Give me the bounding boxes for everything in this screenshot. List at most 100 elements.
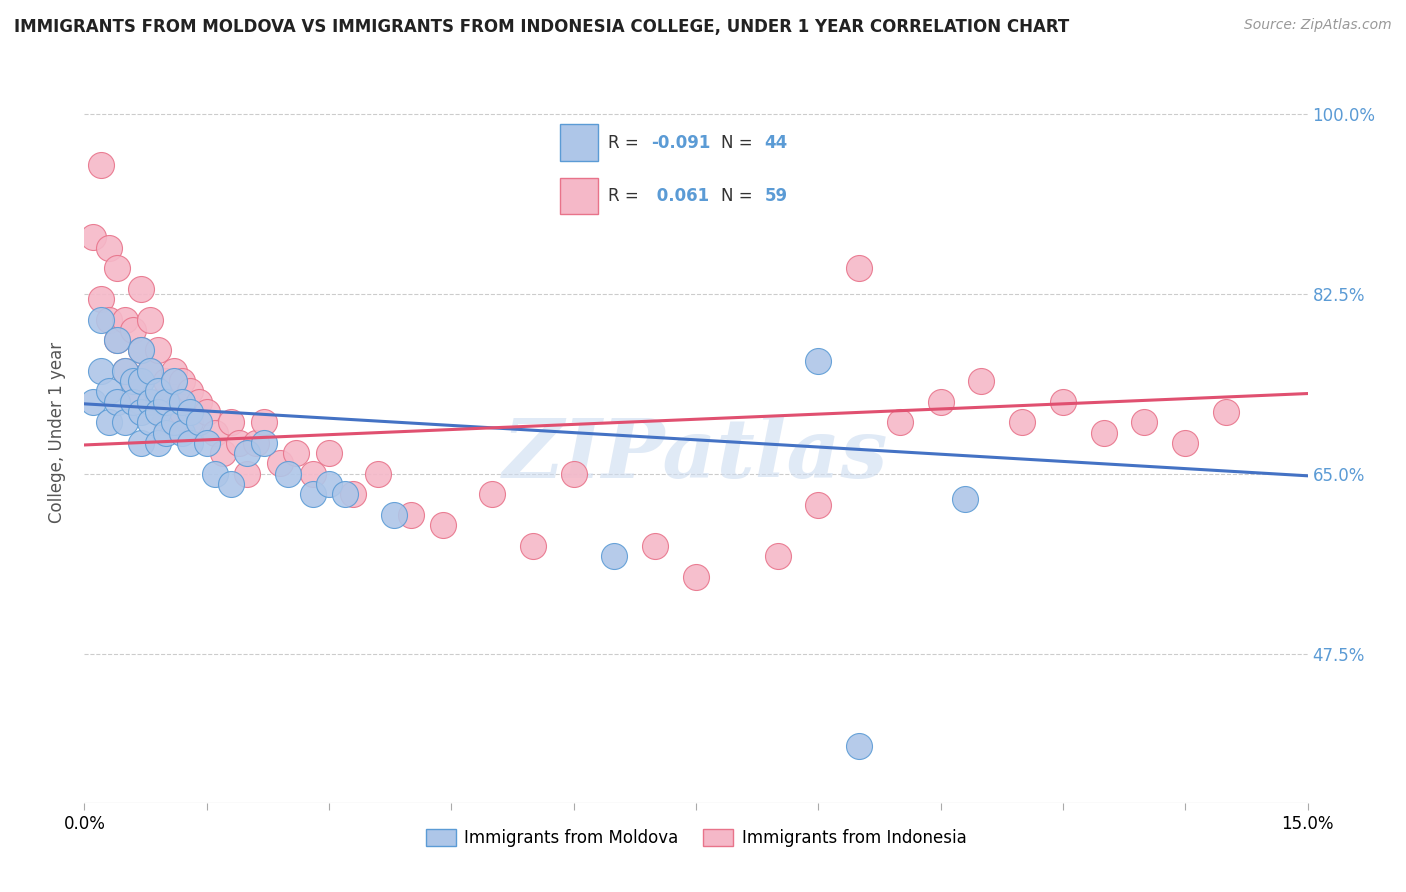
Point xyxy=(155,425,177,440)
Point xyxy=(97,415,120,429)
Point xyxy=(195,405,218,419)
Point xyxy=(179,415,201,429)
Point xyxy=(90,364,112,378)
Point xyxy=(146,394,169,409)
Point xyxy=(155,415,177,429)
Text: ZIPatlas: ZIPatlas xyxy=(503,415,889,495)
Point xyxy=(685,569,707,583)
Point xyxy=(204,425,226,440)
Point xyxy=(1052,394,1074,409)
Point xyxy=(146,343,169,358)
Point xyxy=(97,240,120,255)
Point xyxy=(131,436,153,450)
Point xyxy=(562,467,585,481)
Point xyxy=(179,436,201,450)
Point xyxy=(114,312,136,326)
Point xyxy=(114,415,136,429)
Point xyxy=(929,394,952,409)
Point xyxy=(318,446,340,460)
Point xyxy=(138,415,160,429)
Point xyxy=(163,415,186,429)
Point xyxy=(219,415,242,429)
Point xyxy=(1174,436,1197,450)
Point xyxy=(146,405,169,419)
Point xyxy=(82,230,104,244)
Point xyxy=(342,487,364,501)
Point xyxy=(970,374,993,388)
Point xyxy=(131,343,153,358)
Point xyxy=(163,364,186,378)
Point xyxy=(105,261,128,276)
Point xyxy=(90,292,112,306)
Point xyxy=(335,487,357,501)
Point xyxy=(481,487,503,501)
Point xyxy=(807,498,830,512)
Point xyxy=(172,374,194,388)
Point xyxy=(522,539,544,553)
Point xyxy=(253,415,276,429)
Point xyxy=(204,467,226,481)
Point xyxy=(212,446,235,460)
Point xyxy=(236,446,259,460)
Point xyxy=(105,394,128,409)
Point xyxy=(807,353,830,368)
Y-axis label: College, Under 1 year: College, Under 1 year xyxy=(48,342,66,524)
Point xyxy=(848,261,870,276)
Point xyxy=(97,384,120,399)
Point xyxy=(367,467,389,481)
Point xyxy=(105,333,128,347)
Point xyxy=(1215,405,1237,419)
Point xyxy=(155,394,177,409)
Point xyxy=(82,394,104,409)
Point xyxy=(131,282,153,296)
Point xyxy=(138,394,160,409)
Point xyxy=(172,394,194,409)
Legend: Immigrants from Moldova, Immigrants from Indonesia: Immigrants from Moldova, Immigrants from… xyxy=(419,822,973,854)
Point xyxy=(90,158,112,172)
Point xyxy=(848,739,870,754)
Point xyxy=(219,477,242,491)
Point xyxy=(301,487,323,501)
Point xyxy=(155,374,177,388)
Point xyxy=(644,539,666,553)
Point xyxy=(766,549,789,563)
Point xyxy=(1133,415,1156,429)
Point xyxy=(131,405,153,419)
Point xyxy=(253,436,276,450)
Point xyxy=(122,394,145,409)
Point xyxy=(131,343,153,358)
Point xyxy=(382,508,405,522)
Point xyxy=(269,457,291,471)
Point xyxy=(138,364,160,378)
Point xyxy=(187,394,209,409)
Point xyxy=(122,374,145,388)
Point xyxy=(138,312,160,326)
Point xyxy=(105,333,128,347)
Point xyxy=(138,364,160,378)
Point xyxy=(399,508,422,522)
Point xyxy=(179,405,201,419)
Point xyxy=(953,492,976,507)
Text: IMMIGRANTS FROM MOLDOVA VS IMMIGRANTS FROM INDONESIA COLLEGE, UNDER 1 YEAR CORRE: IMMIGRANTS FROM MOLDOVA VS IMMIGRANTS FR… xyxy=(14,18,1070,36)
Point xyxy=(301,467,323,481)
Point xyxy=(889,415,911,429)
Point xyxy=(114,364,136,378)
Point xyxy=(122,384,145,399)
Point xyxy=(432,518,454,533)
Point xyxy=(603,549,626,563)
Point xyxy=(1011,415,1033,429)
Point xyxy=(236,467,259,481)
Point xyxy=(163,394,186,409)
Point xyxy=(172,425,194,440)
Point xyxy=(179,384,201,399)
Point xyxy=(122,323,145,337)
Point xyxy=(187,415,209,429)
Point xyxy=(195,436,218,450)
Point xyxy=(318,477,340,491)
Point xyxy=(163,374,186,388)
Point xyxy=(131,374,153,388)
Point xyxy=(1092,425,1115,440)
Point xyxy=(146,436,169,450)
Point xyxy=(285,446,308,460)
Point xyxy=(90,312,112,326)
